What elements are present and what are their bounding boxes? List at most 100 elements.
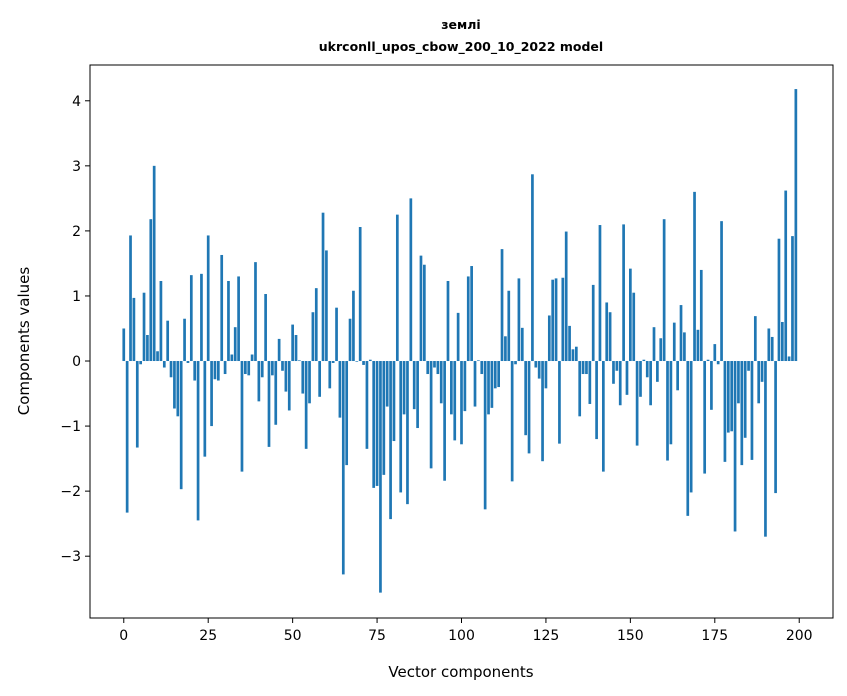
- bar: [244, 361, 247, 375]
- bar: [406, 361, 409, 505]
- bar: [699, 269, 703, 362]
- bar: [429, 361, 433, 469]
- bar: [794, 89, 798, 362]
- bar: [237, 276, 240, 362]
- bar: [710, 361, 713, 410]
- bar: [666, 361, 669, 461]
- bar: [287, 361, 291, 411]
- bar: [375, 361, 379, 486]
- bar: [558, 361, 561, 444]
- bar: [250, 354, 254, 362]
- bar: [409, 198, 413, 362]
- bar: [335, 307, 338, 362]
- bar: [598, 225, 602, 362]
- bar: [230, 354, 234, 362]
- bar: [645, 361, 649, 378]
- bar: [426, 361, 430, 375]
- bar: [412, 361, 416, 410]
- bar: [780, 321, 784, 362]
- x-axis-label: Vector components: [388, 663, 533, 681]
- bar: [554, 278, 558, 362]
- bar: [277, 338, 281, 362]
- bar: [446, 280, 450, 362]
- bar: [416, 361, 419, 429]
- bar: [264, 294, 267, 362]
- bar: [774, 361, 777, 494]
- bar: [122, 328, 126, 362]
- bar: [564, 231, 568, 362]
- y-tick-label: −2: [60, 484, 81, 500]
- bar: [477, 360, 480, 362]
- chart-title-line2: ukrconll_upos_cbow_200_10_2022 model: [319, 39, 603, 55]
- bar: [304, 361, 308, 449]
- bar: [308, 361, 311, 404]
- bar: [764, 361, 767, 537]
- bar: [385, 361, 389, 407]
- bar: [561, 277, 565, 362]
- bar: [791, 236, 794, 362]
- x-tick-label: 75: [368, 628, 386, 644]
- bars-group: [122, 89, 798, 593]
- bar: [328, 361, 332, 389]
- bar: [301, 361, 305, 394]
- bar: [206, 235, 210, 362]
- bar: [497, 361, 501, 388]
- bar: [372, 361, 376, 488]
- bar: [531, 174, 534, 362]
- bar: [784, 190, 788, 362]
- bar: [635, 361, 639, 446]
- y-axis-label: Components values: [15, 267, 33, 416]
- bar: [422, 264, 426, 362]
- bar: [649, 361, 652, 406]
- bar: [571, 349, 575, 362]
- bar: [720, 221, 723, 362]
- y-tick-label: 3: [72, 159, 81, 175]
- bar: [574, 346, 578, 362]
- bar: [585, 361, 588, 375]
- bar: [227, 280, 230, 362]
- bar: [544, 361, 548, 389]
- bar: [703, 361, 707, 474]
- bar: [318, 361, 322, 397]
- bar: [770, 336, 774, 362]
- bar: [247, 361, 251, 376]
- bar: [480, 361, 484, 375]
- x-tick-label: 50: [284, 628, 302, 644]
- bar: [669, 361, 673, 445]
- bar: [395, 214, 399, 362]
- bar: [216, 361, 220, 381]
- bar: [156, 351, 159, 362]
- bar: [223, 361, 227, 375]
- bar: [612, 361, 615, 384]
- bar: [294, 334, 298, 362]
- bar: [271, 361, 274, 376]
- bar: [777, 238, 781, 362]
- bar: [591, 284, 595, 362]
- bar: [362, 361, 365, 365]
- bar: [622, 224, 625, 362]
- bar: [743, 361, 747, 438]
- bar: [456, 312, 460, 362]
- bar: [662, 219, 666, 362]
- bar: [368, 359, 372, 362]
- bar: [740, 361, 744, 466]
- bar: [341, 361, 345, 575]
- bar: [578, 361, 582, 417]
- bar: [547, 315, 551, 362]
- bar: [787, 356, 791, 362]
- bar: [358, 226, 362, 362]
- y-tick-label: −1: [60, 419, 81, 435]
- y-tick-label: 1: [72, 289, 81, 305]
- bar: [534, 361, 538, 368]
- bar: [173, 361, 176, 409]
- bar: [203, 361, 207, 457]
- bar: [652, 327, 656, 362]
- bar: [186, 361, 190, 363]
- bar: [551, 279, 555, 362]
- bar: [672, 322, 676, 362]
- bar: [169, 361, 173, 378]
- bar: [487, 361, 490, 415]
- bar: [365, 361, 369, 449]
- bar: [507, 290, 511, 362]
- bar: [629, 268, 632, 362]
